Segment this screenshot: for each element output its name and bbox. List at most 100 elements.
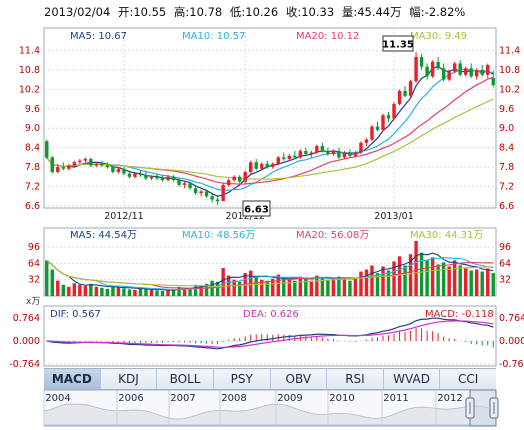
volume-bar (193, 284, 198, 296)
tab-psy[interactable]: PSY (214, 369, 271, 389)
volume-bar (166, 289, 170, 296)
volume-bar (331, 278, 336, 296)
price-ytick-left: 6.6 (25, 201, 40, 212)
volume-bar (486, 268, 490, 296)
low-callout: 6.63 (242, 200, 271, 217)
navigator-year-label: 2006 (118, 393, 143, 404)
volume-bar (397, 256, 402, 296)
quote-header: 2013/02/04 开:10.55 高:10.78 低:10.26 收:10.… (44, 5, 465, 19)
candle-body (403, 90, 407, 96)
candle-body (171, 176, 176, 181)
candle-body (204, 191, 209, 197)
volume-bar (50, 269, 54, 296)
candle-body (177, 180, 181, 185)
volume-bar (403, 265, 407, 296)
ma5-legend: MA5: 10.67 (70, 31, 127, 42)
volume-moving-averages (46, 252, 494, 291)
price-ytick-right: 10.8 (499, 65, 520, 76)
volume-bar (348, 280, 352, 296)
volume-bar (425, 260, 429, 296)
candle-body (160, 178, 165, 181)
candle-body (166, 176, 170, 181)
macd-legend: MACD: -0.118 (425, 309, 494, 320)
price-ytick-left: 11.4 (19, 45, 40, 56)
candle-body (89, 159, 93, 166)
volume-bar (381, 266, 385, 296)
tab-boll[interactable]: BOLL (157, 369, 214, 389)
volume-bar (441, 262, 446, 296)
candle-body (293, 155, 297, 158)
volume-bar (221, 268, 225, 296)
candle-body (436, 61, 440, 69)
macd-ytick-left: 0.000 (13, 336, 40, 347)
volume-unit: x万 (26, 297, 40, 307)
tab-kdj[interactable]: KDJ (101, 369, 158, 389)
tab-macd[interactable]: MACD (44, 369, 101, 389)
volume-bar (491, 273, 495, 296)
quote-date: 2013/02/04 (44, 5, 110, 19)
candle-body (237, 176, 242, 182)
volume-bar (237, 281, 242, 296)
candle-body (67, 165, 71, 169)
volume-bar (215, 281, 220, 296)
high-callout-value: 11.35 (382, 40, 414, 51)
volume-bar (298, 276, 303, 296)
macd-y-axis: 0.764 0.764 0.000 0.000 -0.764 -0.764 (9, 313, 524, 370)
candle-body (100, 163, 104, 166)
vol-ma10-legend: MA10: 48.56万 (182, 230, 255, 241)
volume-bar (265, 280, 269, 296)
navigator-right-handle[interactable] (489, 397, 499, 419)
volume-bar (83, 285, 88, 296)
volume-bar (359, 271, 363, 296)
volume-ma30-line (46, 259, 494, 288)
volume-bar (72, 283, 77, 296)
candle-body (199, 191, 203, 194)
candle-body (326, 150, 330, 155)
indicator-tabs: MACD KDJ BOLL PSY OBV RSI WVAD CCI (44, 368, 496, 390)
tab-wvad[interactable]: WVAD (384, 369, 441, 389)
candle-body (260, 163, 264, 169)
tab-cci[interactable]: CCI (458, 372, 479, 386)
price-x-label: 2013/01 (374, 211, 413, 222)
volume-bar (414, 241, 418, 296)
candle-body (188, 183, 192, 189)
candle-body (248, 162, 253, 172)
macd-ytick-right: 0.000 (499, 336, 524, 347)
macd-ytick-right: -0.764 (499, 359, 524, 370)
volume-bar (116, 286, 121, 296)
ma30-legend: MA30: 9.49 (410, 31, 467, 42)
tab-obv[interactable]: OBV (271, 369, 328, 389)
tab-rsi[interactable]: RSI (327, 369, 384, 389)
candle-body (50, 157, 54, 172)
navigator-left-handle[interactable] (465, 397, 475, 419)
price-ytick-right: 9.6 (499, 104, 514, 115)
volume-bar (447, 266, 451, 296)
volume-bar (133, 289, 137, 296)
dea-legend: DEA: 0.626 (243, 309, 299, 320)
ma5-line (46, 65, 494, 197)
volume-bar (430, 257, 435, 296)
candle-body (331, 150, 336, 155)
candle-body (83, 159, 88, 161)
price-ytick-right: 7.2 (499, 182, 514, 193)
volume-bar (260, 279, 264, 296)
volume-bar (160, 290, 165, 296)
candle-body (337, 150, 341, 158)
candle-body (226, 180, 231, 185)
candle-body (419, 56, 424, 67)
price-ytick-right: 11.4 (499, 45, 520, 56)
candle-body (408, 81, 413, 96)
volume-bar (276, 274, 280, 296)
volume-bar (326, 279, 330, 296)
volume-bar (78, 284, 82, 296)
price-ytick-right: 7.8 (499, 162, 514, 173)
volume-bar (45, 260, 49, 296)
navigator-year-label: 2012 (437, 393, 462, 404)
open-value: 10.55 (133, 5, 166, 19)
price-ytick-right: 9.0 (499, 123, 514, 134)
candle-body (144, 175, 148, 179)
volume-bar (315, 275, 319, 296)
volume-bar (309, 280, 314, 296)
ma10-legend: MA10: 10.57 (182, 31, 245, 42)
volume-bar (474, 269, 479, 296)
